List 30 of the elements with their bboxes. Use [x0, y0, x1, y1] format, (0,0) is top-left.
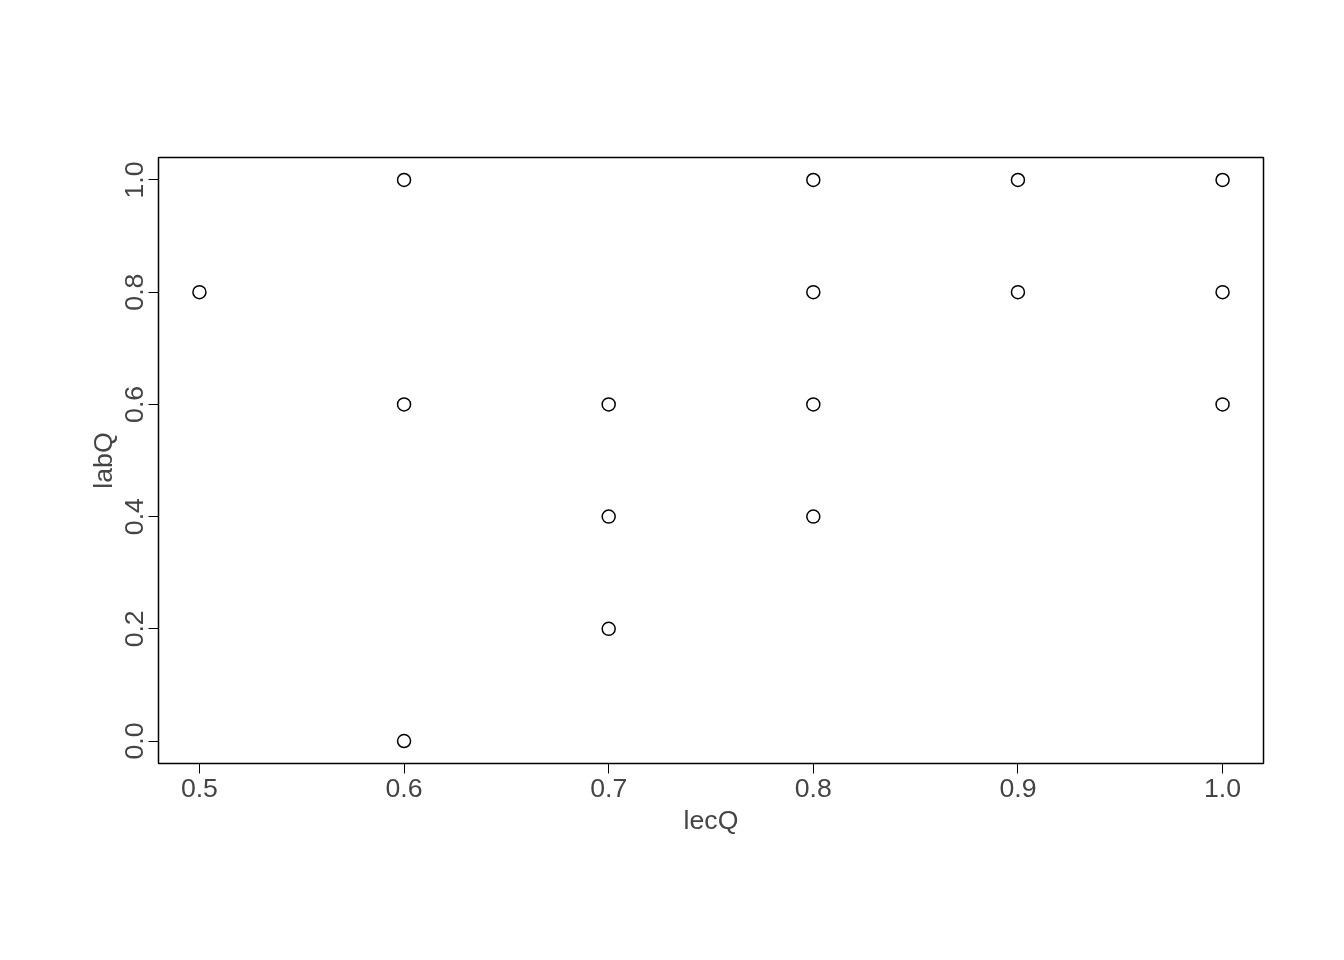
y-tick-label: 0.4	[119, 497, 150, 536]
x-axis-title: lecQ	[683, 804, 739, 835]
point	[396, 397, 412, 412]
point	[396, 172, 412, 188]
point	[601, 397, 616, 412]
point	[601, 509, 616, 524]
point	[806, 284, 821, 300]
x-tick-label: 0.6	[385, 772, 423, 803]
y-axis-title: labQ	[87, 432, 118, 489]
point	[396, 733, 412, 749]
point	[806, 397, 821, 412]
point	[1215, 397, 1230, 412]
y-tick-label: 0.0	[119, 722, 150, 760]
point	[192, 284, 207, 300]
y-tick-label: 0.8	[119, 273, 150, 311]
y-tick-label: 0.6	[119, 385, 150, 423]
x-tick-label: 0.5	[180, 772, 218, 803]
x-tick-label: 0.9	[999, 772, 1037, 803]
point	[806, 172, 821, 188]
x-tick-label: 0.8	[794, 772, 832, 803]
x-tick-label: 1.0	[1204, 772, 1242, 803]
point	[1215, 172, 1230, 188]
point	[806, 509, 821, 524]
y-tick-label: 1.0	[119, 161, 150, 199]
point	[1215, 284, 1230, 300]
y-tick-label: 0.2	[119, 610, 150, 648]
point	[1010, 172, 1026, 188]
x-tick-label: 0.7	[590, 772, 628, 803]
point	[1010, 284, 1026, 300]
point	[601, 621, 616, 637]
